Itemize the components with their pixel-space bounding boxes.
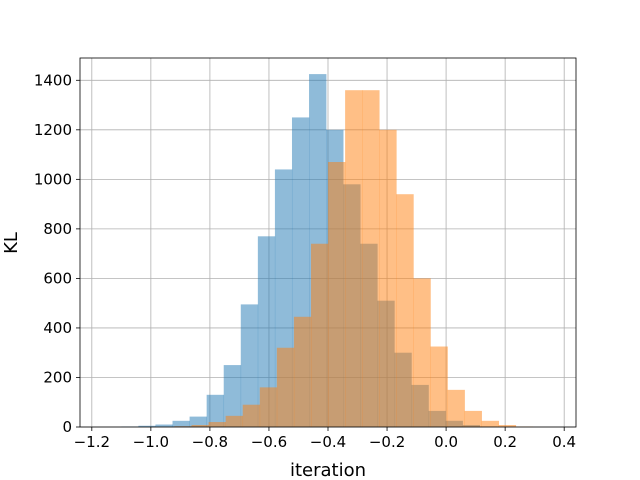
- histogram-bar-series-2: [498, 425, 517, 427]
- y-tick-label: 1200: [34, 121, 72, 139]
- x-tick-label: −0.2: [369, 433, 405, 451]
- x-tick-label: −1.0: [133, 433, 169, 451]
- histogram-bar-series-2: [379, 129, 397, 427]
- histogram-bar-series-2: [328, 162, 346, 427]
- histogram-bar-series-2: [345, 90, 363, 427]
- histogram-bar-series-2: [310, 243, 329, 427]
- histogram-bar-series-1: [240, 304, 259, 427]
- y-tick-label: 800: [43, 220, 72, 238]
- y-tick-label: 1000: [34, 170, 72, 188]
- histogram-bars: [121, 74, 534, 428]
- histogram-bar-series-1: [155, 424, 173, 427]
- histogram-bar-series-2: [208, 422, 226, 427]
- histogram-bar-series-2: [276, 347, 295, 427]
- y-tick-label: 0: [62, 418, 72, 436]
- y-tick-label: 400: [43, 319, 72, 337]
- x-tick-label: −0.8: [192, 433, 228, 451]
- histogram-bar-series-2: [430, 346, 448, 427]
- x-tick-label: 0.4: [552, 433, 576, 451]
- histogram-bar-series-1: [223, 365, 242, 427]
- histogram-bar-series-2: [191, 425, 209, 427]
- y-tick-label: 600: [43, 269, 72, 287]
- x-axis-label: iteration: [290, 460, 366, 480]
- x-tick-label: 0.0: [434, 433, 458, 451]
- x-tick-label: 0.2: [493, 433, 517, 451]
- y-axis-label: KL: [1, 232, 22, 254]
- histogram-bar-series-2: [293, 316, 312, 427]
- histogram-bar-series-1: [138, 425, 156, 427]
- histogram-bar-series-2: [362, 90, 380, 427]
- x-tick-label: −0.6: [251, 433, 287, 451]
- histogram-bar-series-2: [396, 194, 414, 427]
- histogram-bar-series-1: [206, 394, 225, 427]
- histogram-bar-series-2: [481, 420, 500, 427]
- histogram-bar-series-2: [225, 415, 244, 427]
- histogram-bar-series-2: [242, 404, 261, 427]
- histogram-bar-series-2: [447, 389, 465, 427]
- axis-ticks: −1.2 −1.0 −0.8 −0.6 −0.4 −0.2 0.0 0.2 0.4 0 200 400…: [34, 71, 576, 451]
- histogram-bar-series-1: [189, 416, 207, 427]
- histogram-bar-series-2: [413, 278, 431, 427]
- histogram-bar-series-2: [259, 387, 278, 427]
- x-tick-label: −1.2: [74, 433, 110, 451]
- histogram-bar-series-2: [464, 410, 482, 427]
- histogram-bar-series-1: [257, 236, 276, 427]
- x-tick-label: −0.4: [310, 433, 346, 451]
- y-tick-label: 1400: [34, 71, 72, 89]
- histogram-bar-series-1: [172, 420, 190, 427]
- y-tick-label: 200: [43, 368, 72, 386]
